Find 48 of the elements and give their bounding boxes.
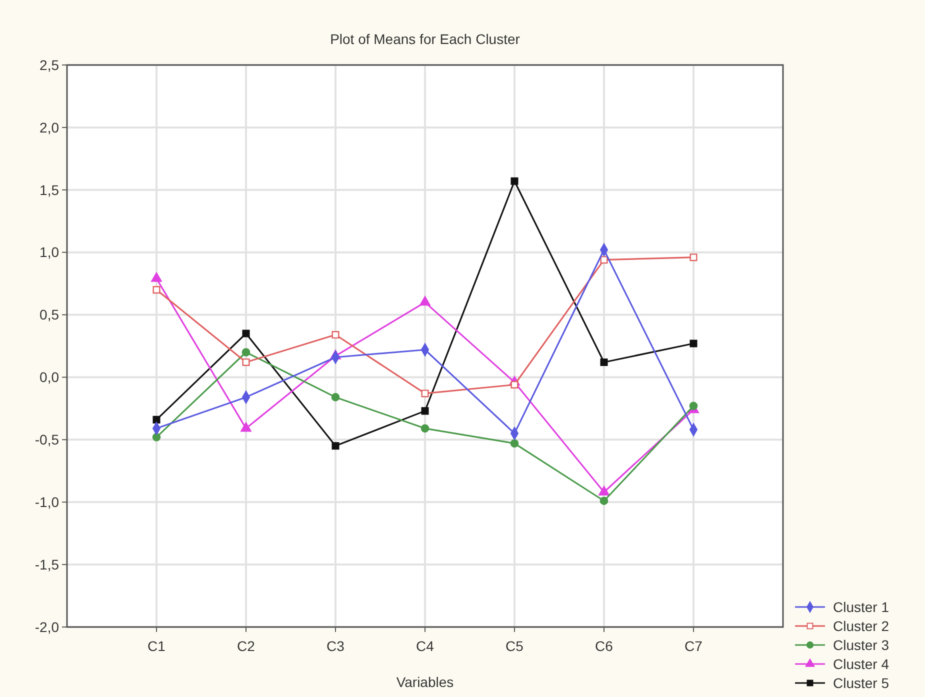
point	[598, 486, 610, 496]
legend-label: Cluster 1	[833, 598, 890, 615]
point	[421, 390, 429, 398]
x-axis-title: Variables	[396, 674, 454, 690]
point	[421, 407, 429, 415]
point	[240, 422, 252, 432]
legend-label: Cluster 5	[833, 674, 890, 691]
point	[600, 256, 608, 264]
point	[510, 177, 518, 185]
point	[600, 496, 608, 506]
point	[242, 348, 250, 356]
y-tick-label: 0,0	[40, 369, 60, 386]
x-tick-label: C2	[237, 638, 256, 654]
point	[420, 296, 430, 306]
y-tick-label: 2,5	[40, 56, 60, 73]
y-tick-label: 2,0	[40, 119, 60, 136]
x-tick-label: C3	[326, 638, 345, 654]
x-tick-label: C4	[416, 638, 434, 654]
point	[332, 442, 340, 450]
point	[600, 358, 608, 366]
y-tick-label: 0,5	[40, 306, 60, 323]
chart-title: Plot of Means for Each Cluster	[330, 31, 520, 47]
y-tick-label: -0,5	[34, 432, 60, 448]
y-tick-label: 1,5	[40, 182, 60, 198]
point	[689, 402, 698, 410]
point	[420, 424, 430, 433]
x-tick-label: C5	[506, 638, 524, 654]
legend-label: Cluster 3	[833, 636, 890, 653]
y-tick-label: 1,0	[40, 244, 60, 260]
point	[242, 358, 250, 366]
y-tick-label: -1,0	[34, 494, 60, 510]
y-tick-label: -2,0	[34, 618, 60, 635]
point	[151, 272, 162, 282]
legend-label: Cluster 4	[833, 656, 890, 672]
point	[510, 439, 519, 448]
point	[152, 286, 160, 294]
point	[332, 331, 340, 339]
legend-label: Cluster 2	[833, 618, 890, 634]
point	[152, 433, 161, 442]
x-tick-label: C6	[595, 638, 614, 654]
point	[690, 340, 698, 348]
y-tick-label: -1,5	[34, 556, 60, 572]
point	[152, 416, 160, 424]
point	[331, 393, 340, 402]
x-tick-label: C1	[148, 638, 166, 654]
point	[242, 330, 250, 338]
point	[690, 254, 698, 262]
x-tick-label: C7	[684, 638, 703, 654]
